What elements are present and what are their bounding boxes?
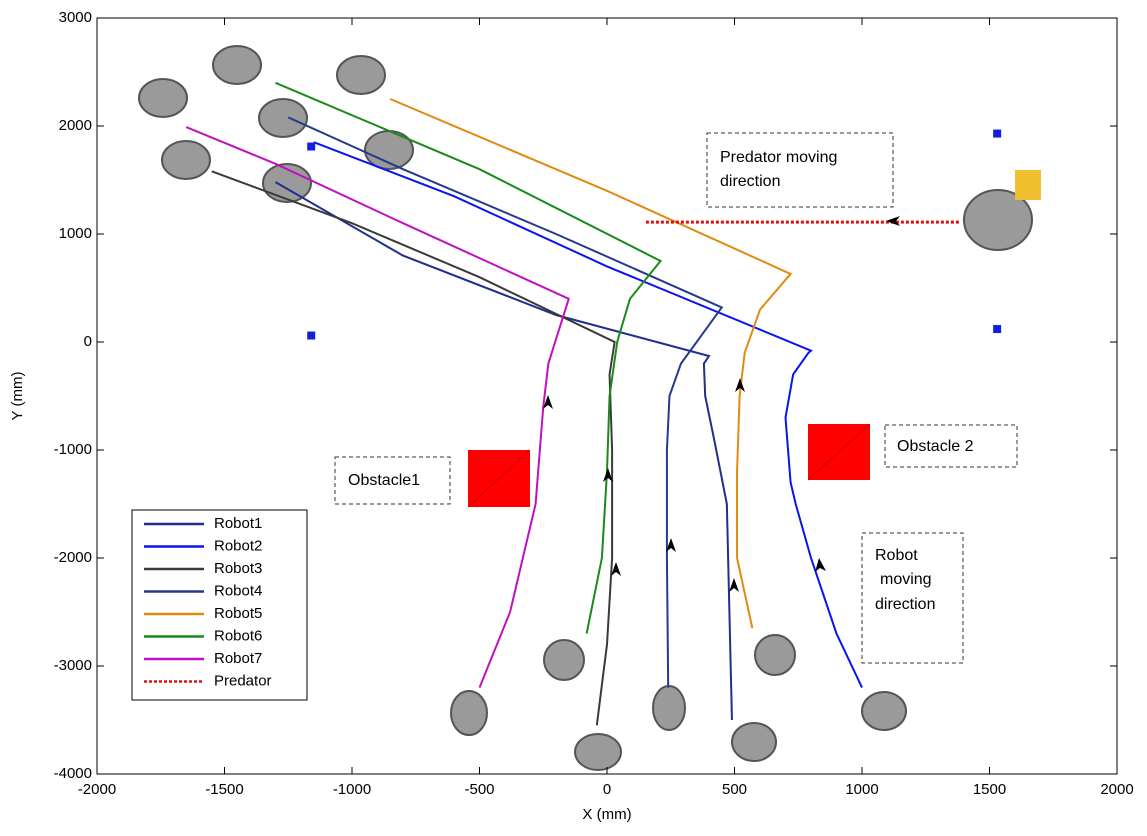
marker [993,325,1001,333]
background [0,0,1147,831]
robot-icon [451,691,487,735]
robot-icon [755,635,795,675]
annotation: Obstacle 2 [897,438,974,455]
x-tick-label: -2000 [78,781,116,798]
robot-icon [139,79,187,117]
y-tick-label: 3000 [59,9,92,26]
robot-icon [162,141,210,179]
y-tick-label: -1000 [54,441,92,458]
y-tick-label: -4000 [54,765,92,782]
robot-icon [544,640,584,680]
page: Predator moving direction Obstacle1 Obst… [0,0,1147,836]
legend-label: Robot2 [214,537,262,554]
legend-label: Robot3 [214,560,262,577]
predator-target [1015,170,1041,200]
x-tick-label: -1000 [333,781,371,798]
legend: Robot1 Robot2 Robot3 Robot4 Robot5 Robot6 Robo… [132,510,307,700]
x-tick-label: -1500 [205,781,243,798]
marker [307,332,315,340]
legend-label: Robot7 [214,650,262,667]
robot-icon [259,99,307,137]
legend-label: Robot4 [214,582,262,599]
legend-label: Robot6 [214,627,262,644]
annotation: direction [875,596,935,613]
annotation: moving [880,571,932,588]
annotation: Obstacle1 [348,472,420,489]
x-tick-label: 1000 [845,781,878,798]
x-tick-label: 1500 [973,781,1006,798]
marker [993,130,1001,138]
annotation: direction [720,173,780,190]
annotation: Robot [875,547,918,564]
x-axis-label: X (mm) [582,806,631,823]
annotation: Predator moving [720,149,837,166]
x-tick-label: -500 [464,781,494,798]
marker [307,143,315,151]
robot-icon [862,692,906,730]
y-tick-label: -2000 [54,549,92,566]
robot-icon [732,723,776,761]
legend-label: Robot1 [214,515,262,532]
x-tick-label: 500 [722,781,747,798]
chart: Predator moving direction Obstacle1 Obst… [0,0,1147,831]
y-axis-label: Y (mm) [9,372,26,421]
robot-icon [575,734,621,770]
robot-icon [213,46,261,84]
x-tick-label: 2000 [1100,781,1133,798]
legend-label: Predator [214,672,272,689]
y-tick-label: 1000 [59,225,92,242]
y-tick-label: -3000 [54,657,92,674]
legend-label: Robot5 [214,605,262,622]
y-tick-label: 0 [84,333,92,350]
y-tick-label: 2000 [59,117,92,134]
robot-icon [653,686,685,730]
robot-icon [337,56,385,94]
x-tick-label: 0 [603,781,611,798]
